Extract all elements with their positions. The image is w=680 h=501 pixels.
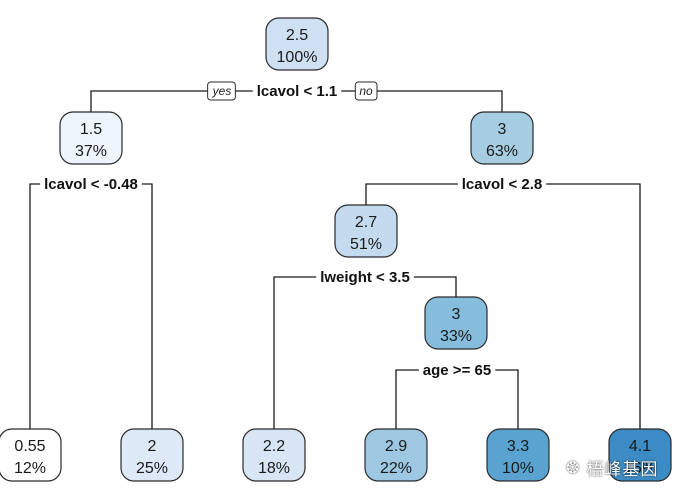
split-label: lcavol < 2.8 bbox=[462, 176, 542, 193]
tree-edge bbox=[365, 183, 641, 429]
node-box bbox=[470, 111, 534, 165]
tree-node: 363% bbox=[470, 111, 534, 165]
no-tag: no bbox=[354, 81, 378, 101]
node-box bbox=[0, 428, 62, 482]
tree-edge bbox=[273, 276, 457, 429]
node-box bbox=[242, 428, 306, 482]
node-percent: 16% bbox=[624, 460, 656, 477]
node-percent: 25% bbox=[136, 460, 168, 477]
node-value: 2.7 bbox=[355, 214, 377, 231]
node-value: 2.2 bbox=[263, 438, 285, 455]
node-box bbox=[608, 428, 672, 482]
node-value: 0.55 bbox=[14, 438, 45, 455]
split-label-background bbox=[252, 82, 342, 101]
split-label: lcavol < 1.1 bbox=[257, 83, 337, 100]
no-tag-text: no bbox=[359, 84, 373, 98]
node-percent: 33% bbox=[440, 328, 472, 345]
tree-nodes: 2.5100%1.537%363%2.751%333%0.5512%225%2.… bbox=[0, 17, 672, 482]
split-labels: lcavol < 1.1 lcavol < -0.48 lcavol < 2.8 lw… bbox=[40, 82, 547, 380]
wechat-icon: ❂ bbox=[566, 458, 581, 477]
node-box bbox=[59, 111, 123, 165]
node-value: 2.5 bbox=[286, 27, 308, 44]
node-percent: 12% bbox=[14, 460, 46, 477]
tree-node: 333% bbox=[424, 296, 488, 350]
split-label: lweight < 3.5 bbox=[320, 269, 410, 286]
yes-tag-box bbox=[207, 81, 236, 101]
node-value: 2 bbox=[148, 438, 157, 455]
node-box bbox=[120, 428, 184, 482]
tree-node: 0.55 12% bbox=[0, 428, 62, 482]
node-value: 3 bbox=[452, 306, 461, 323]
no-tag-box bbox=[354, 81, 378, 101]
split-label: age >= 65 bbox=[423, 362, 491, 379]
node-value: 3 bbox=[498, 121, 507, 138]
tree-node: 2.5 100% bbox=[265, 17, 329, 71]
tree-node: 2.751% bbox=[334, 204, 398, 258]
split-label-background bbox=[316, 268, 414, 287]
tree-node: 1.537% bbox=[59, 111, 123, 165]
node-value: 1.5 bbox=[80, 121, 102, 138]
split-label: lcavol < -0.48 bbox=[44, 176, 138, 193]
tree-node: 2.922% bbox=[364, 428, 428, 482]
branch-tags: yes no bbox=[207, 81, 378, 101]
node-box bbox=[334, 204, 398, 258]
split-label-background bbox=[40, 175, 142, 194]
node-percent: 37% bbox=[75, 143, 107, 160]
tree-node: 225% bbox=[120, 428, 184, 482]
tree-node: 2.218% bbox=[242, 428, 306, 482]
node-box bbox=[364, 428, 428, 482]
node-percent: 63% bbox=[486, 143, 518, 160]
node-value: 4.1 bbox=[629, 438, 651, 455]
node-box bbox=[265, 17, 329, 71]
node-box bbox=[424, 296, 488, 350]
yes-tag-text: yes bbox=[212, 84, 232, 98]
node-percent: 100% bbox=[277, 49, 318, 66]
node-box bbox=[486, 428, 550, 482]
node-percent: 51% bbox=[350, 236, 382, 253]
node-value: 3.3 bbox=[507, 438, 529, 455]
yes-tag: yes bbox=[207, 81, 236, 101]
node-percent: 18% bbox=[258, 460, 290, 477]
node-percent: 10% bbox=[502, 460, 534, 477]
tree-edge bbox=[29, 183, 153, 429]
watermark-text: 梧峰基因 bbox=[586, 460, 659, 480]
node-value: 2.9 bbox=[385, 438, 407, 455]
watermark: ❂ 梧峰基因 bbox=[566, 455, 658, 480]
tree-node: 4.116% bbox=[608, 428, 672, 482]
tree-node: 3.310% bbox=[486, 428, 550, 482]
split-label-background bbox=[457, 175, 547, 194]
node-percent: 22% bbox=[380, 460, 412, 477]
split-label-background bbox=[418, 361, 496, 380]
